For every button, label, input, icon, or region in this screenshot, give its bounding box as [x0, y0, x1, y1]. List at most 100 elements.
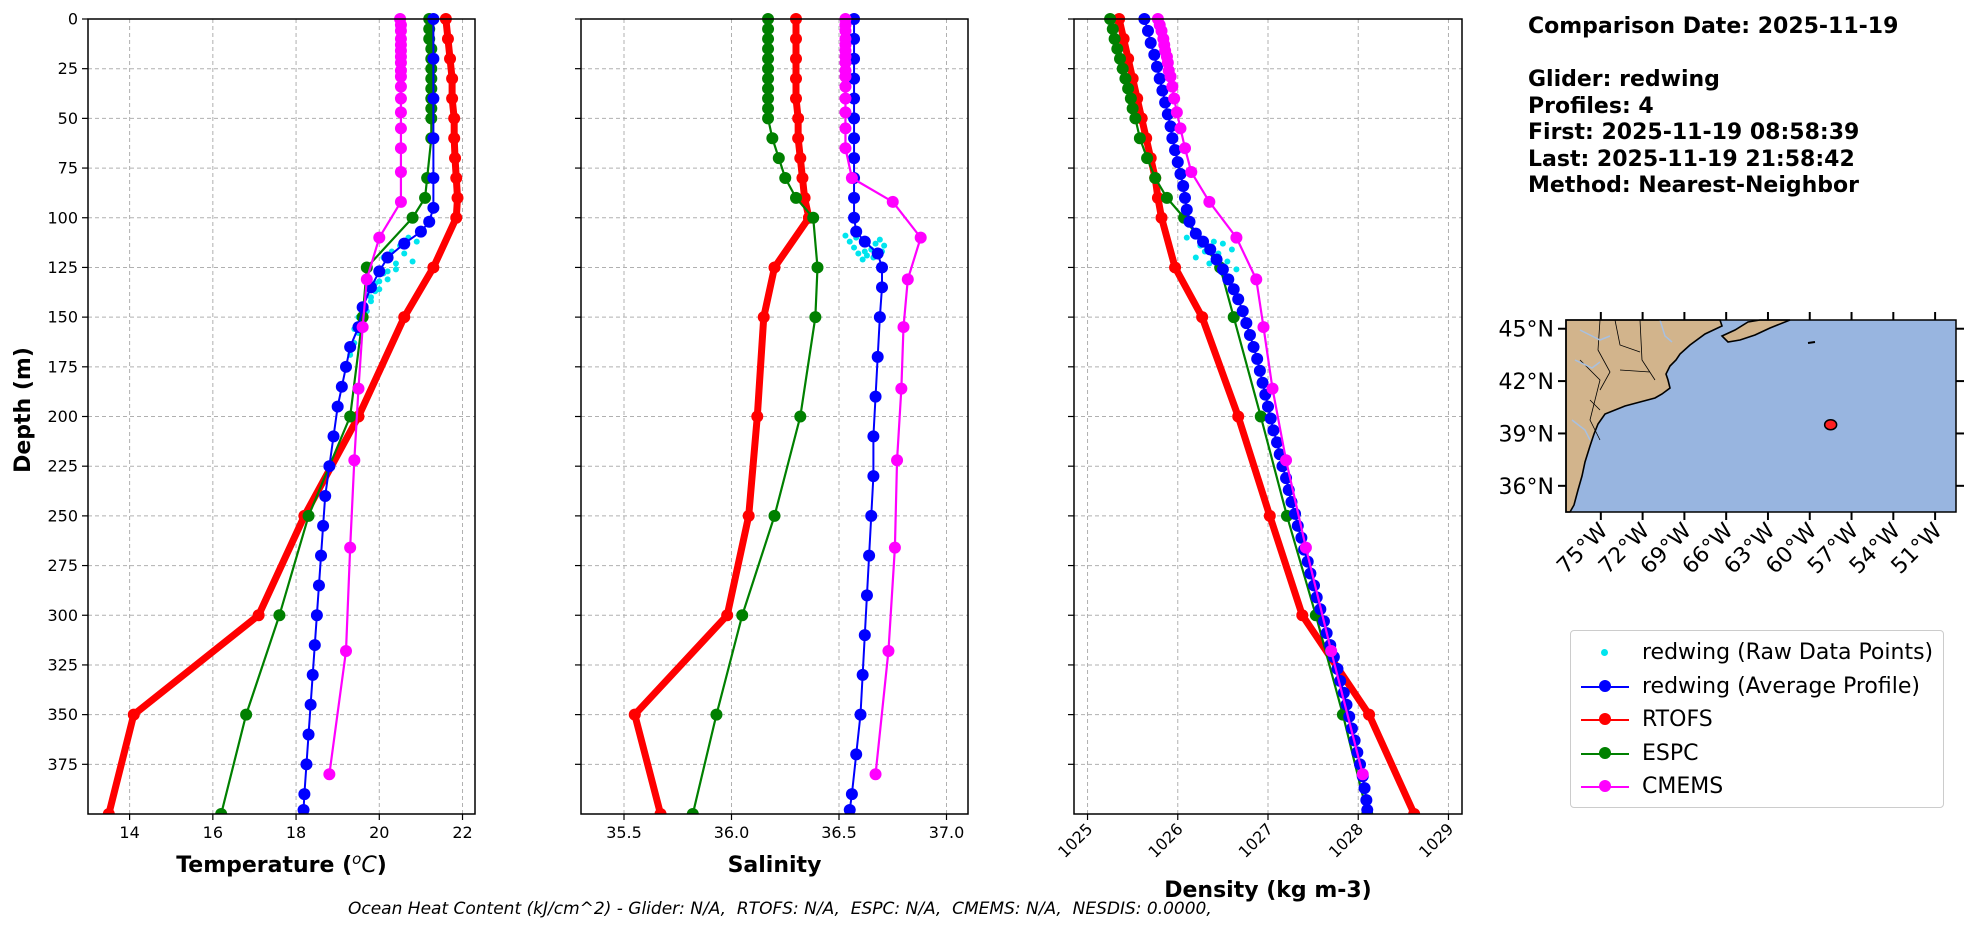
legend-swatch-marker: [1599, 746, 1611, 759]
rtofs-marker: [352, 410, 365, 423]
espc-marker: [762, 42, 775, 55]
raw-data-point: [861, 248, 868, 255]
espc-marker: [1129, 112, 1142, 125]
panel-1: 0 25 50 75 100 125 150 175 200 225 250 275 300 325 350…: [47, 10, 476, 878]
x-axis-label: Density (kg m-3): [1164, 878, 1372, 903]
glider-profile-line: [302, 19, 435, 811]
glider-marker: [1197, 235, 1210, 248]
espc-marker: [240, 708, 253, 721]
rtofs-marker: [1117, 32, 1130, 45]
glider-marker: [865, 509, 878, 522]
x-tick-label: 36.5: [821, 823, 857, 842]
espc-marker: [423, 32, 436, 45]
cmems-marker: [845, 172, 858, 184]
last-time: Last: 2025-11-19 21:58:42: [1528, 146, 1855, 172]
espc-marker: [273, 609, 286, 622]
raw-data-point: [855, 250, 862, 257]
x-tick-label: 14: [119, 823, 139, 842]
glider-marker: [1251, 352, 1264, 365]
espc-marker: [1149, 172, 1162, 184]
raw-data-point: [846, 238, 853, 245]
cmems-profile-line: [844, 19, 922, 775]
cmems-marker: [344, 541, 357, 554]
cmems-marker: [1174, 122, 1187, 135]
espc-marker: [1119, 72, 1132, 85]
celsius-c: C: [361, 853, 377, 878]
glider-marker: [871, 247, 884, 260]
espc-marker: [1126, 102, 1139, 115]
map-state-borders: [1579, 319, 1656, 441]
degree-sup: o: [352, 850, 361, 868]
glider-marker: [340, 360, 352, 373]
legend-swatch-marker: [1599, 679, 1611, 692]
raw-data-point: [376, 286, 383, 293]
espc-marker: [762, 22, 775, 35]
cmems-marker: [394, 122, 407, 135]
cmems-marker: [914, 231, 927, 244]
x-tick-label: 1028: [1325, 819, 1367, 861]
y-tick-label: 350: [47, 705, 78, 724]
profile-count: Profiles: 4: [1528, 93, 1654, 119]
map-rivers: [1571, 319, 1673, 441]
method: Method: Nearest-Neighbor: [1528, 173, 1859, 198]
glider-marker: [373, 265, 386, 278]
cmems-marker: [340, 645, 352, 658]
espc-marker: [762, 92, 775, 105]
map-inset: 45°N42°N39°N36°N75°W72°W69°W66°W63°W60°W…: [1499, 312, 1964, 579]
x-tick-label: 1029: [1415, 819, 1457, 861]
cmems-marker: [888, 541, 901, 554]
glider-marker: [848, 32, 861, 45]
x-axis-label: Temperature (oC): [176, 850, 387, 878]
rtofs-marker: [1169, 261, 1182, 274]
rtofs-marker: [398, 311, 411, 324]
lat-tick-label: 42°N: [1499, 370, 1554, 395]
glider-marker: [323, 460, 336, 473]
espc-marker: [779, 172, 792, 184]
legend-item-rtofs: RTOFS: [1571, 704, 1943, 736]
cmems-marker: [1266, 382, 1279, 395]
y-tick-label: 275: [47, 556, 78, 575]
glider-marker: [1210, 253, 1223, 266]
x-tick-label: 1026: [1144, 819, 1186, 861]
lat-tick-label: 36°N: [1499, 475, 1554, 500]
cmems-marker: [1250, 273, 1263, 286]
glider-marker: [867, 470, 880, 483]
espc-marker: [1160, 191, 1173, 204]
glider-marker: [848, 132, 861, 145]
glider-marker: [1361, 804, 1374, 814]
espc-marker: [762, 82, 775, 95]
glider-marker: [414, 225, 427, 238]
glider-marker: [310, 609, 323, 622]
espc-marker: [794, 410, 807, 423]
profile-panels: 0 25 50 75 100 125 150 175 200 225 250 275 300 325 350…: [47, 10, 1463, 903]
glider-marker: [858, 235, 871, 248]
x-tick-label: 20: [369, 823, 389, 842]
legend-label: ESPC: [1642, 740, 1699, 766]
legend-label: RTOFS: [1642, 707, 1713, 732]
legend-label: CMEMS: [1642, 774, 1724, 799]
rtofs-marker: [252, 609, 265, 622]
glider-marker: [1180, 203, 1193, 216]
glider-marker: [1264, 412, 1277, 425]
rtofs-marker: [1155, 211, 1168, 224]
glider-marker: [873, 311, 886, 324]
glider-marker: [1271, 436, 1284, 449]
glider-marker: [331, 400, 344, 413]
glider-marker: [858, 629, 871, 642]
y-axis-label: Depth (m): [11, 347, 36, 473]
raw-data-point: [392, 266, 399, 273]
raw-data-point: [859, 256, 866, 263]
raw-data-point: [1233, 266, 1240, 273]
cmems-marker: [839, 80, 852, 93]
rtofs-marker: [451, 191, 464, 204]
espc-marker: [762, 32, 775, 45]
glider-marker: [1247, 340, 1260, 353]
raw-data-point: [1210, 238, 1217, 245]
glider-marker: [856, 668, 869, 681]
x-tick-label: 22: [452, 823, 472, 842]
cmems-marker: [1164, 70, 1177, 83]
glider-marker: [1169, 144, 1182, 157]
cmems-marker: [839, 92, 852, 105]
y-tick-label: 125: [47, 258, 78, 277]
glider-marker: [1236, 305, 1249, 318]
